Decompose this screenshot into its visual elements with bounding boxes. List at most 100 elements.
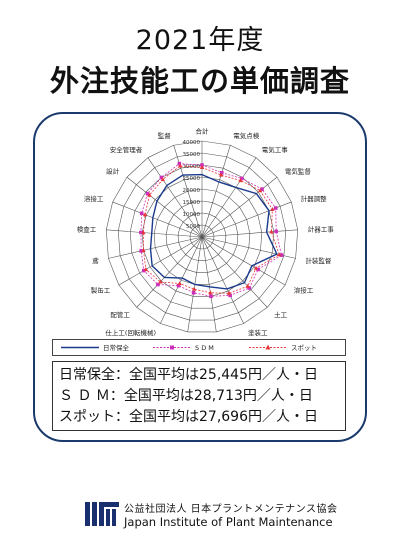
axis-spoke	[201, 145, 231, 238]
org-name-en: Japan Institute of Plant Maintenance	[124, 515, 333, 529]
summary-daily: 日常保全：全国平均は25,445円／人・日	[59, 367, 318, 383]
category-label: 配管工	[110, 310, 130, 319]
series-point	[141, 247, 146, 252]
series-point	[156, 282, 160, 287]
tick-label: 20000	[183, 188, 201, 194]
series-point	[279, 253, 284, 257]
year-title: 2021年度	[135, 25, 265, 56]
series-point	[274, 229, 278, 234]
series-point	[143, 267, 149, 271]
category-label: 監督	[158, 131, 172, 140]
series-point	[228, 293, 232, 298]
series-point	[139, 249, 143, 253]
axis-spoke	[201, 157, 257, 238]
chart-legend: 日常保全 S D M スポット	[52, 339, 346, 356]
series-point	[273, 206, 278, 210]
category-label: 電気工事	[262, 145, 289, 154]
tick-label: 15000	[183, 200, 201, 206]
category-label: 計器調整	[301, 194, 328, 203]
series-point	[139, 230, 143, 235]
series-point	[142, 268, 146, 273]
series-point	[257, 188, 263, 193]
series-point	[226, 290, 232, 295]
category-label: 計器工事	[308, 225, 335, 234]
legend-label: S D M	[195, 344, 214, 352]
tick-label: 5000	[186, 224, 200, 230]
axis-spoke	[201, 176, 278, 238]
series-point	[238, 178, 243, 183]
category-label: 土工	[274, 310, 288, 319]
series-point	[145, 191, 150, 196]
series-point	[159, 175, 164, 180]
grid-ring	[165, 200, 239, 273]
category-label: 検査工	[77, 225, 97, 234]
series-point	[245, 283, 250, 288]
legend-label: 日常保全	[103, 343, 130, 352]
series-point	[177, 161, 182, 166]
series-point	[141, 230, 146, 235]
series-point	[209, 294, 213, 299]
series-line	[142, 165, 280, 294]
category-label: 計装監督	[305, 256, 332, 265]
legend-label: スポット	[291, 344, 317, 352]
tick-label: 10000	[183, 212, 201, 218]
grid-ring	[153, 188, 251, 285]
category-label: 製缶工	[91, 286, 111, 295]
axis-spoke	[201, 236, 268, 308]
tick-label: 35000	[183, 152, 201, 158]
series-point	[176, 283, 181, 288]
series-point	[269, 229, 274, 234]
tick-label: 40000	[183, 140, 201, 146]
grid-ring	[129, 164, 275, 309]
grid-ring	[177, 212, 227, 262]
series-point	[253, 265, 259, 270]
category-label: 仕上工(回転機械)	[105, 328, 156, 337]
axis-spoke	[201, 236, 286, 286]
category-label: 溶接工	[84, 194, 104, 203]
grid-ring	[117, 152, 287, 321]
series-point	[177, 163, 183, 168]
series-point	[199, 165, 205, 169]
series-point	[158, 279, 163, 284]
category-label: 合計	[196, 127, 210, 136]
category-label: 設計	[106, 166, 120, 175]
chart-frame	[33, 112, 367, 442]
series-point	[160, 177, 165, 182]
series-point	[147, 192, 152, 197]
series-point	[270, 206, 275, 211]
category-label: 電気点検	[233, 131, 260, 140]
series-point	[142, 212, 148, 217]
footer: 公益社団法人 日本プラントメンテナンス協会 Japan Institute of…	[84, 498, 374, 532]
axis-spoke	[136, 236, 203, 308]
legend-marker	[170, 345, 174, 350]
series-line	[140, 163, 283, 297]
axis-spoke	[118, 236, 203, 286]
series-point	[139, 211, 144, 216]
jipm-logo-icon	[85, 502, 119, 526]
axis-spoke	[173, 145, 203, 238]
axis-spoke	[201, 229, 298, 238]
grid-ring	[105, 140, 299, 333]
series-point	[277, 252, 282, 257]
series-point	[240, 176, 244, 181]
grid-ring	[189, 224, 215, 250]
grid-ring	[141, 176, 263, 297]
series-line	[149, 173, 278, 290]
category-label: 電気監督	[285, 166, 312, 175]
series-point	[247, 286, 252, 290]
axis-spoke	[201, 236, 244, 324]
category-label: 塗装工	[248, 328, 268, 337]
axis-spoke	[106, 229, 203, 238]
series-point	[177, 281, 182, 286]
main-title: 外注技能工の単価調査	[49, 64, 350, 98]
axis-spoke	[108, 236, 203, 259]
series-point	[260, 187, 264, 191]
series-point	[191, 290, 196, 295]
series-point	[220, 170, 224, 175]
axis-spoke	[201, 236, 217, 332]
axis-spoke	[126, 176, 203, 238]
radar-chart: 500010000150002000025000300003500040000合…	[77, 127, 335, 346]
series-point	[256, 267, 260, 272]
legend-marker	[265, 344, 271, 350]
axis-spoke	[147, 157, 203, 238]
